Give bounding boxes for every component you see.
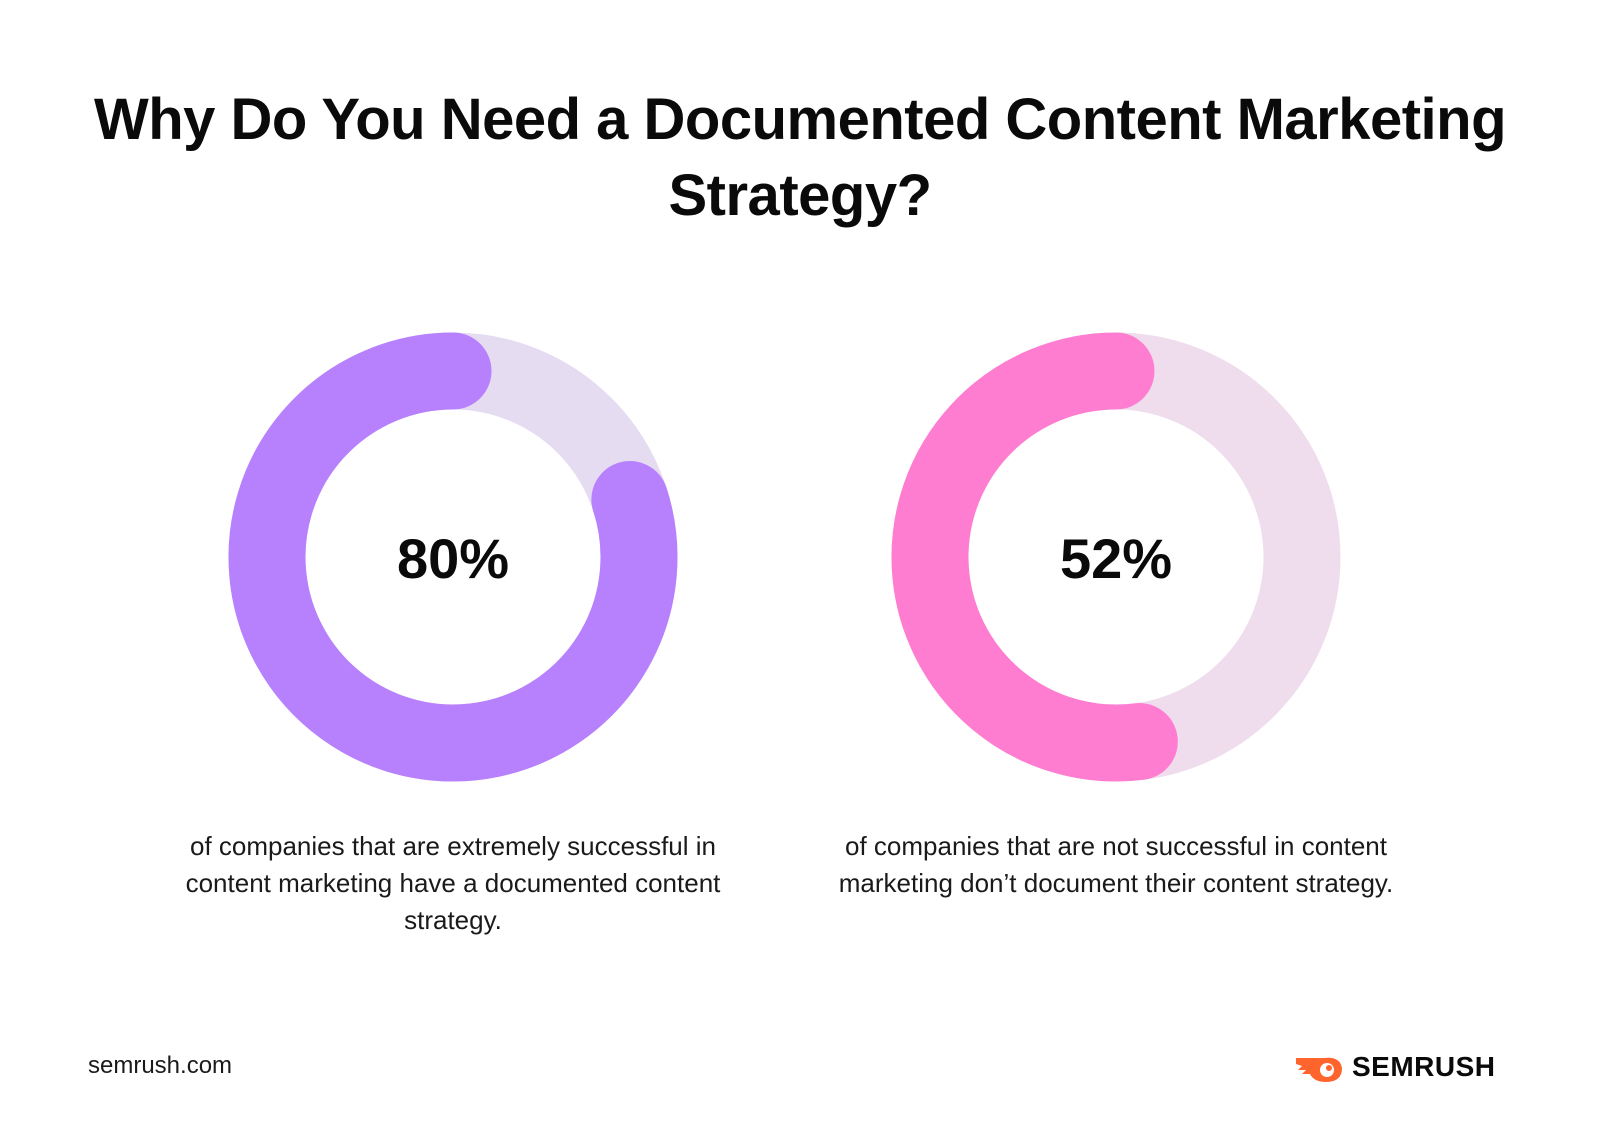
semrush-flame-icon <box>1296 1057 1342 1082</box>
donut-value-label-2: 52% <box>1060 527 1172 590</box>
donut-caption-1: of companies that are extremely successf… <box>185 831 721 935</box>
footer-site-url: semrush.com <box>88 1052 233 1079</box>
donut-arc-1 <box>228 332 678 782</box>
semrush-logo: SEMRUSH <box>1294 1050 1496 1084</box>
donut-value-label-1: 80% <box>397 527 509 590</box>
donut-chart-2: 52% <box>891 332 1341 782</box>
semrush-logo-text: SEMRUSH <box>1352 1051 1496 1082</box>
donut-caption-2: of companies that are not successful in … <box>838 831 1394 898</box>
page-title: Why Do You Need a Documented Content Mar… <box>93 87 1507 228</box>
donut-chart-1: 80% <box>228 332 678 782</box>
donut-arc-2 <box>891 332 1178 782</box>
